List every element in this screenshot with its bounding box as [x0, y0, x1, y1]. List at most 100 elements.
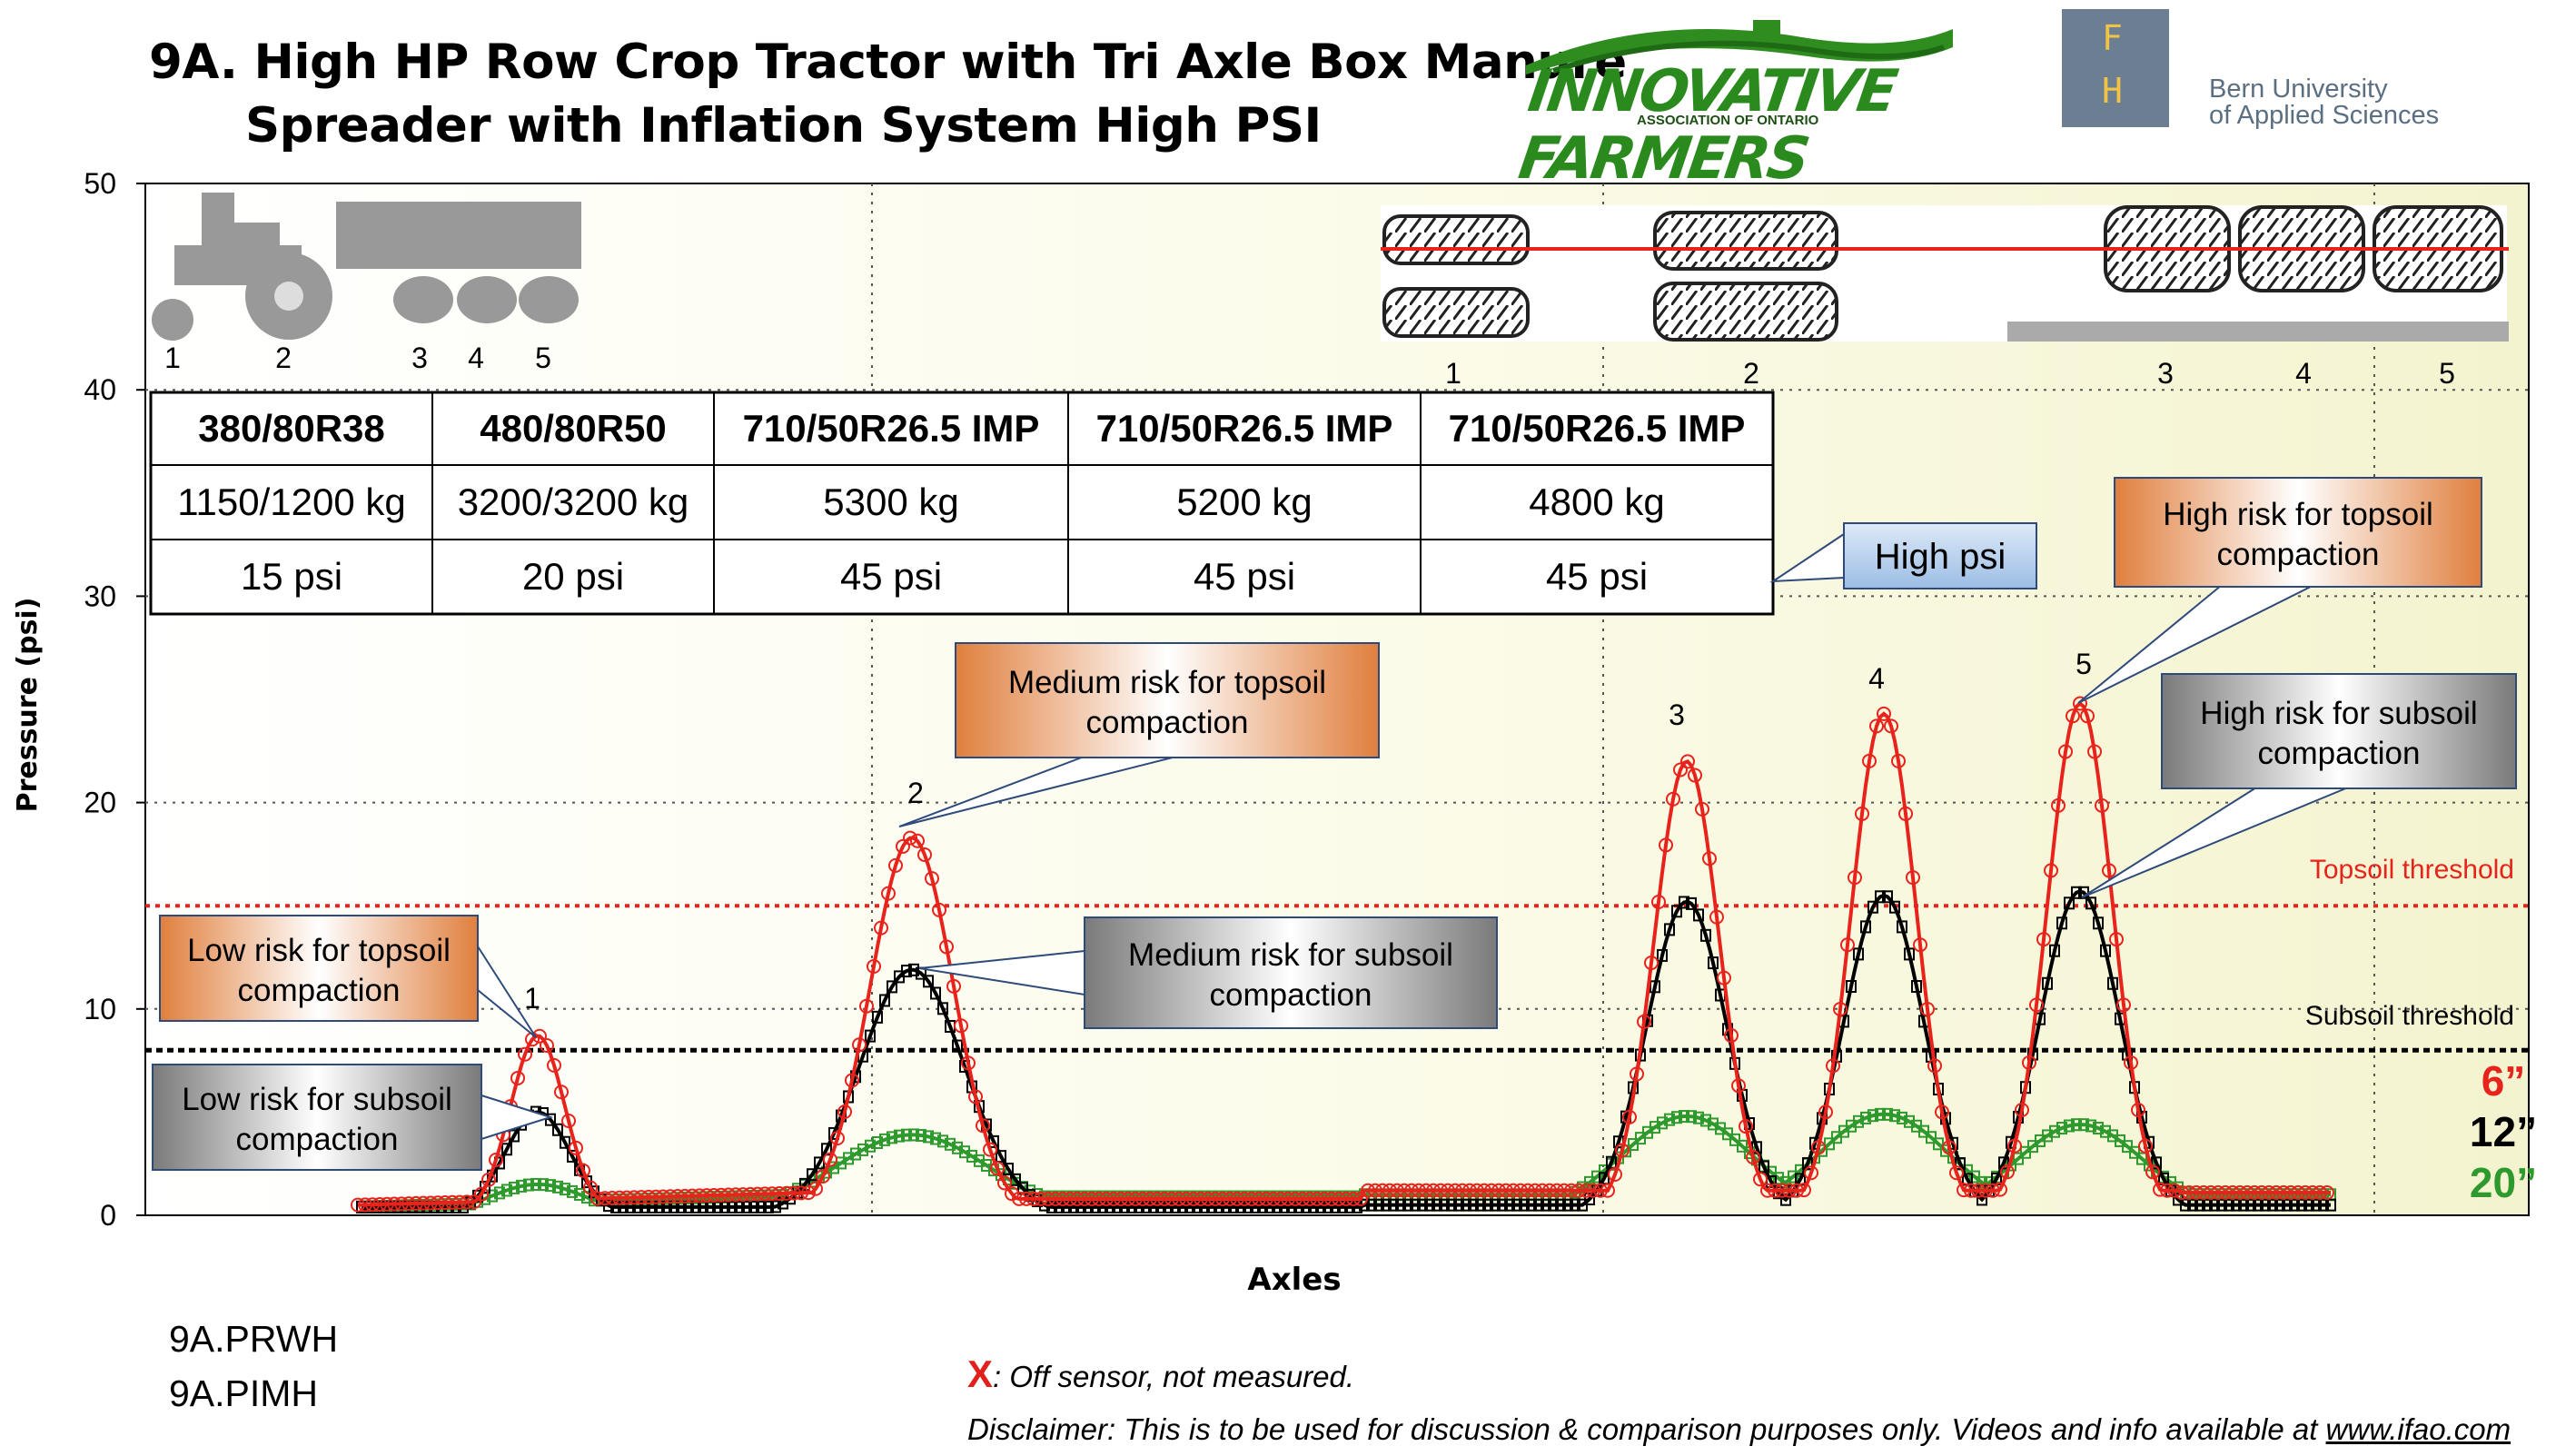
callout-box	[955, 642, 1380, 758]
callout-text: compaction	[2217, 537, 2380, 572]
data-point	[1344, 1200, 1355, 1213]
ifao-link[interactable]: www.ifao.com	[2325, 1412, 2511, 1446]
data-point	[903, 830, 917, 846]
tire-axle-label: 4	[2295, 357, 2312, 390]
data-point	[1214, 1200, 1224, 1213]
data-point	[547, 1057, 561, 1073]
data-point	[741, 1200, 752, 1213]
data-point	[1390, 1183, 1404, 1198]
field-icon	[1526, 20, 1953, 74]
data-point	[1673, 762, 1688, 778]
data-point	[649, 1189, 663, 1204]
data-point	[1506, 1183, 1521, 1198]
data-point	[1184, 1200, 1195, 1213]
data-point	[2245, 1198, 2256, 1212]
data-point	[1026, 1191, 1041, 1206]
data-point	[1264, 1200, 1275, 1213]
x-axis-label: Axles	[1247, 1262, 1341, 1298]
data-point	[560, 1135, 570, 1149]
data-point	[1361, 1183, 1375, 1198]
data-point	[2303, 1198, 2314, 1212]
data-point	[1846, 1119, 1857, 1133]
data-point	[1491, 1183, 1506, 1198]
chart-ids: 9A.PRWH 9A.PIMH	[169, 1312, 338, 1421]
data-point	[1833, 1002, 1848, 1017]
tire-table: 380/80R38 480/80R50 710/50R26.5 IMP 710/50R…	[149, 391, 1775, 616]
title-line-2: Spreader with Inflation System High PSI	[245, 98, 1322, 154]
data-point	[1455, 1183, 1470, 1198]
tire-size-label: 480/80R50	[480, 407, 667, 450]
data-point	[1461, 1198, 1471, 1212]
tire-table-frame	[149, 391, 1775, 616]
data-point	[2124, 1055, 2138, 1070]
diagram-axle-label: 1	[164, 342, 181, 374]
data-point	[1811, 1140, 1826, 1155]
data-point	[1853, 1114, 1864, 1128]
tire-size-label: 380/80R38	[198, 407, 385, 450]
data-point	[2269, 1185, 2284, 1201]
data-point	[1862, 753, 1877, 768]
data-point	[2211, 1185, 2225, 1201]
data-point	[576, 1163, 590, 1178]
data-point	[1541, 1198, 1551, 1212]
data-point	[610, 1200, 621, 1213]
bern-text: Bern University of Applied Sciences	[2209, 76, 2439, 129]
data-point	[1352, 1200, 1362, 1213]
risk-callout: Low risk for subsoil compaction	[152, 1064, 554, 1171]
data-point	[865, 1029, 876, 1043]
data-point	[1179, 1191, 1194, 1206]
data-point	[692, 1188, 707, 1203]
data-point	[925, 871, 939, 886]
data-point	[779, 1185, 794, 1201]
callout-text: Medium risk for topsoil	[1008, 665, 1326, 700]
data-point	[2049, 944, 2060, 957]
data-point	[1562, 1198, 1573, 1212]
data-point	[1898, 806, 1913, 821]
y-tick-label: 30	[84, 579, 116, 612]
data-point	[1797, 1183, 1811, 1198]
data-point	[1257, 1200, 1268, 1213]
data-point	[423, 1195, 438, 1211]
data-point	[501, 1184, 512, 1197]
data-point	[1061, 1200, 1072, 1213]
data-point	[1513, 1183, 1528, 1198]
callout-text: Medium risk for subsoil	[1128, 937, 1453, 973]
data-point	[627, 1190, 641, 1205]
data-point	[1462, 1183, 1477, 1198]
data-point	[494, 1186, 505, 1200]
data-point	[2189, 1185, 2204, 1201]
data-point	[1789, 1183, 1804, 1198]
data-point	[1724, 1028, 1739, 1044]
data-point	[1221, 1200, 1232, 1213]
data-point	[1186, 1191, 1201, 1206]
data-point	[481, 1172, 496, 1187]
data-point	[2087, 744, 2102, 759]
depth-legend: 6”12”20”	[2470, 1057, 2537, 1206]
tire-tread-diagram	[1381, 205, 2509, 342]
data-point	[966, 1149, 977, 1163]
data-point	[1339, 1191, 1353, 1206]
title-line-1: 9A. High HP Row Crop Tractor with Tri Ax…	[149, 35, 1627, 90]
data-point	[2102, 863, 2116, 878]
data-point	[1279, 1200, 1290, 1213]
data-point	[1584, 1193, 1595, 1206]
data-point	[2253, 1198, 2264, 1212]
data-point	[765, 1186, 779, 1202]
data-point	[1381, 1198, 1392, 1212]
series-6in	[351, 696, 2334, 1213]
data-point	[1470, 1183, 1484, 1198]
callout-text: Low risk for topsoil	[187, 933, 451, 968]
bern-logo-box: F H	[2062, 9, 2169, 127]
data-point	[901, 1128, 912, 1142]
data-point	[1897, 920, 1907, 934]
data-point	[1686, 896, 1697, 910]
data-point	[799, 1177, 810, 1191]
data-point	[874, 920, 888, 936]
data-point	[1686, 1110, 1697, 1124]
data-point	[1700, 928, 1711, 942]
data-point	[1432, 1198, 1442, 1212]
data-point	[1164, 1191, 1179, 1206]
data-point	[908, 963, 919, 976]
data-point	[1048, 1191, 1063, 1206]
data-point	[763, 1200, 774, 1213]
